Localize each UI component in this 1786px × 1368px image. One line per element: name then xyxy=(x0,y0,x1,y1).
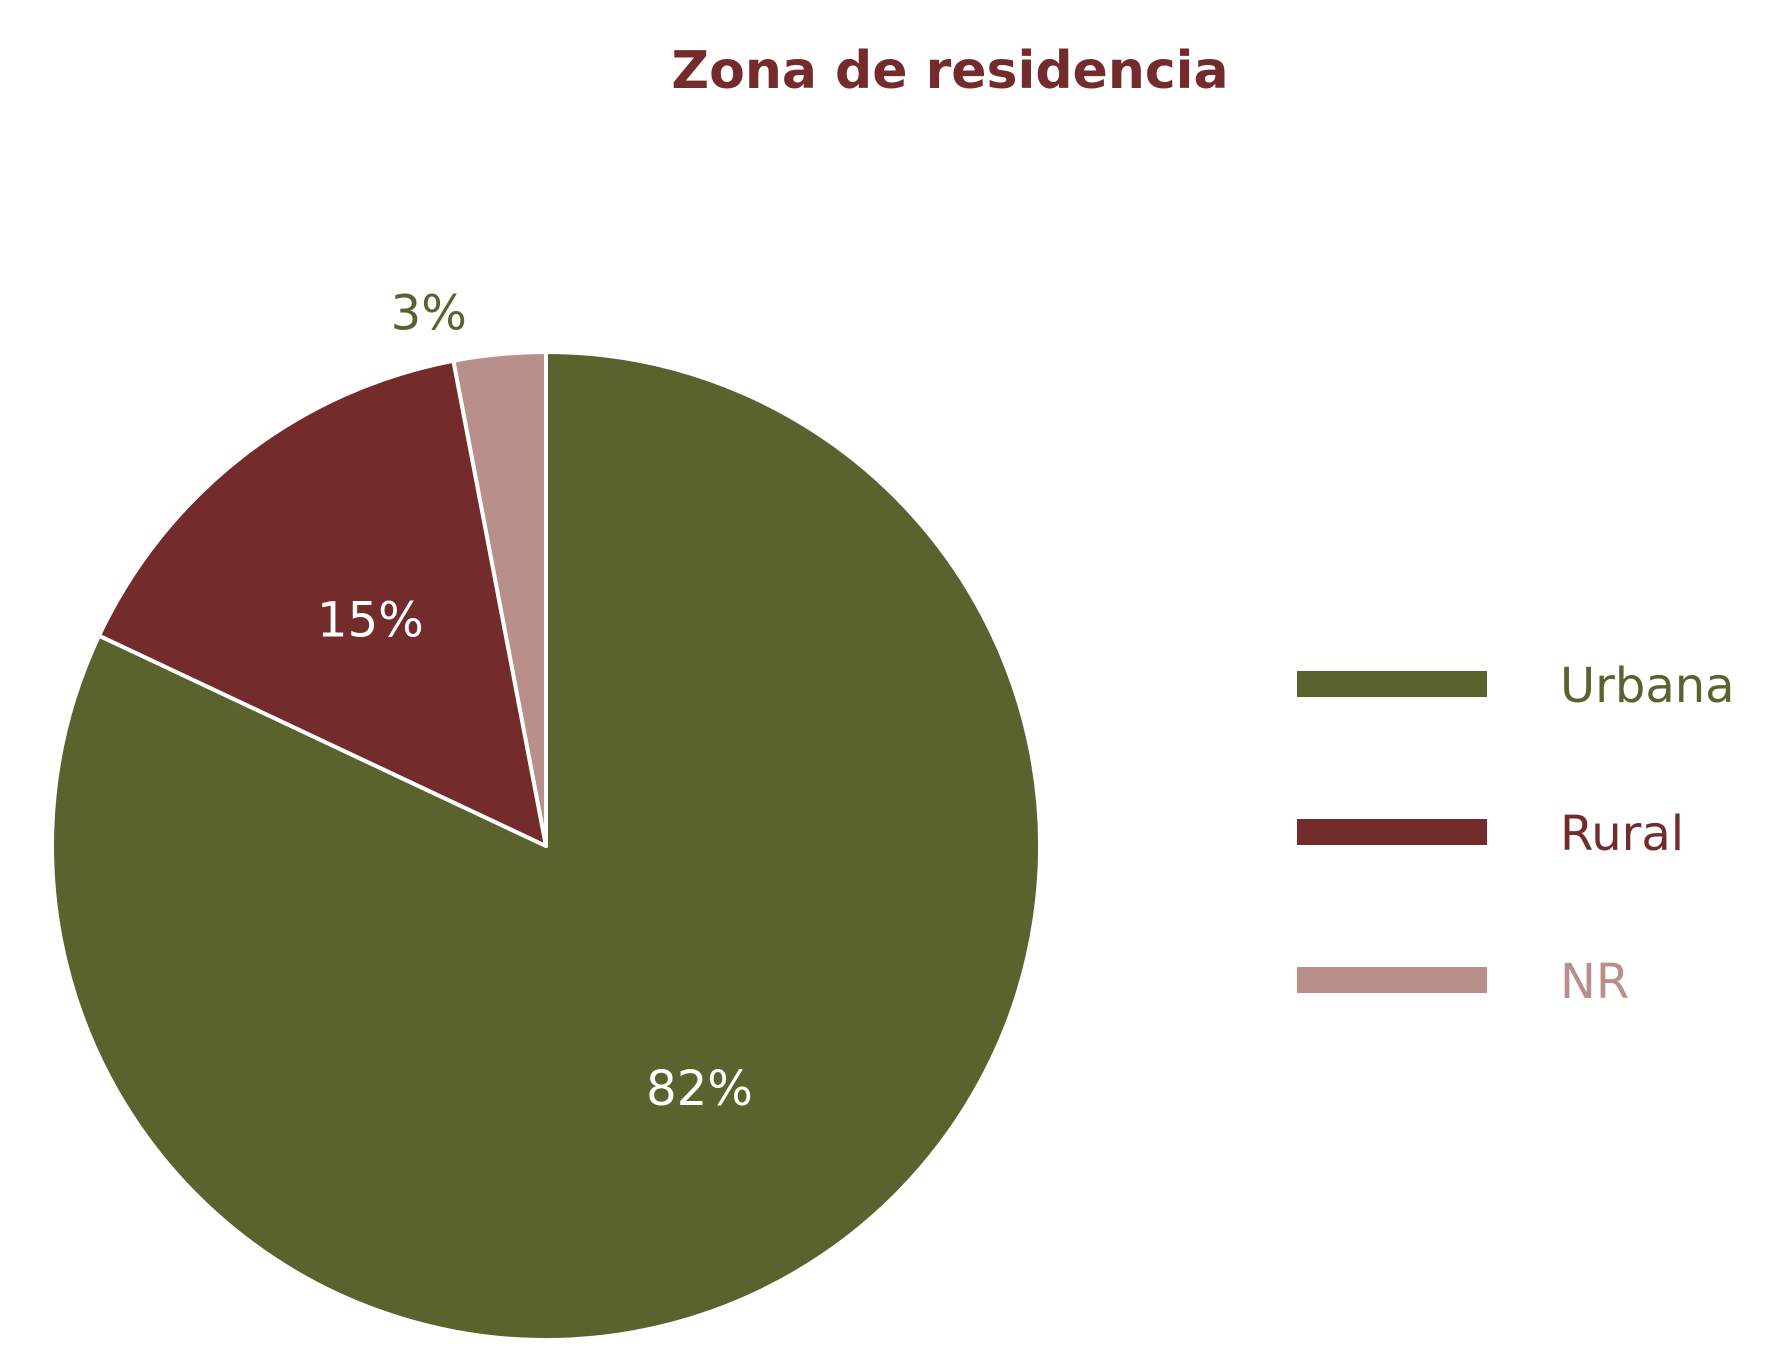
legend-swatch-rural xyxy=(1297,819,1487,845)
chart-title: Zona de residencia xyxy=(671,41,1228,101)
legend-label-rural: Rural xyxy=(1560,806,1684,862)
slice-label-rural: 15% xyxy=(317,593,424,649)
slice-label-urbana: 82% xyxy=(646,1061,753,1117)
pie-slices xyxy=(50,350,1042,1342)
slice-label-nr: 3% xyxy=(391,286,467,342)
legend-label-urbana: Urbana xyxy=(1560,658,1735,714)
legend-label-nr: NR xyxy=(1560,954,1629,1010)
pie-slice-rural xyxy=(97,358,548,848)
pie-slice-nr xyxy=(451,350,548,848)
legend-swatch-nr xyxy=(1297,967,1487,993)
pie-slice-labels: 82% 15% 3% xyxy=(317,286,753,1117)
legend: Urbana Rural NR xyxy=(1297,658,1735,1010)
legend-swatch-urbana xyxy=(1297,671,1487,697)
